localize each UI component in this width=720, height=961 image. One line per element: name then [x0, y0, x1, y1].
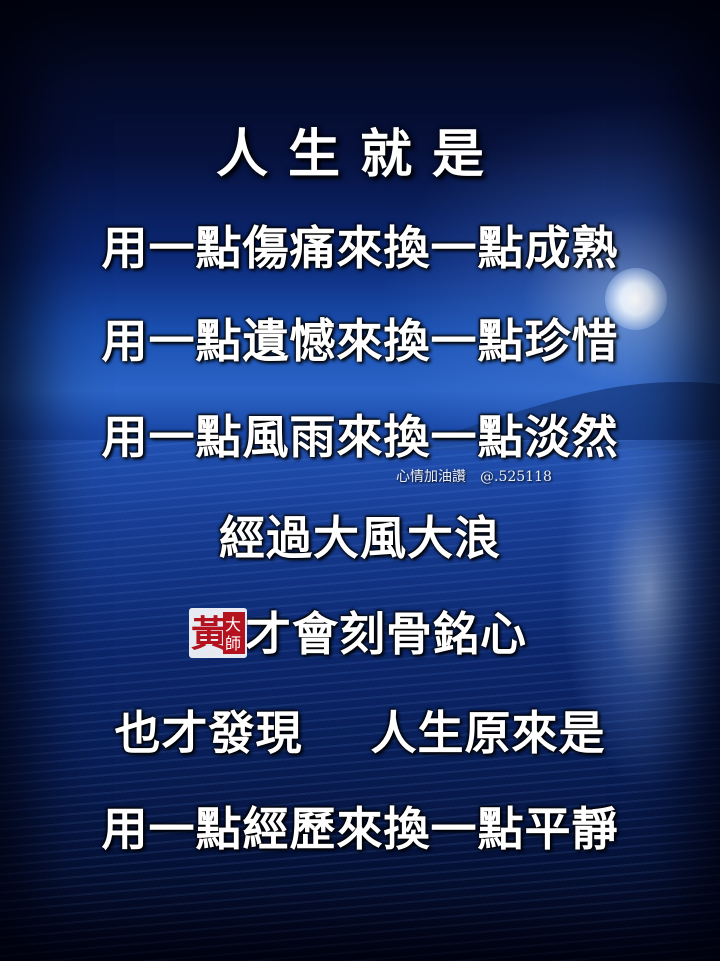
poem-line-6-row: 也才發現 人生原來是 — [0, 697, 720, 763]
poem-line-2: 用一點遺憾來換一點珍惜 — [101, 314, 619, 368]
moon-reflection — [560, 440, 720, 800]
poem-line-1: 用一點傷痛來換一點成熟 — [101, 221, 619, 275]
poem-line-7: 人生原來是 — [370, 706, 606, 760]
poem-line-3: 用一點風雨來換一點淡然 — [101, 410, 619, 464]
poem-title: 人生就是 — [215, 124, 504, 185]
svg-text:師: 師 — [225, 634, 241, 653]
poem-line-4: 經過大風大浪 — [219, 511, 501, 565]
distant-mountain — [430, 382, 720, 450]
red-seal-stamp: 黃 大 師 — [189, 608, 247, 658]
poem-line-5: 才會刻骨銘心 — [245, 607, 527, 661]
moon — [605, 268, 667, 330]
svg-text:大: 大 — [225, 615, 241, 634]
poem-line-6: 也才發現 — [114, 706, 303, 760]
poem-line-8: 用一點經歷來換一點平靜 — [101, 802, 619, 856]
svg-text:黃: 黃 — [191, 613, 227, 655]
watermark: 心情加油讚 @.525118 — [396, 469, 552, 485]
